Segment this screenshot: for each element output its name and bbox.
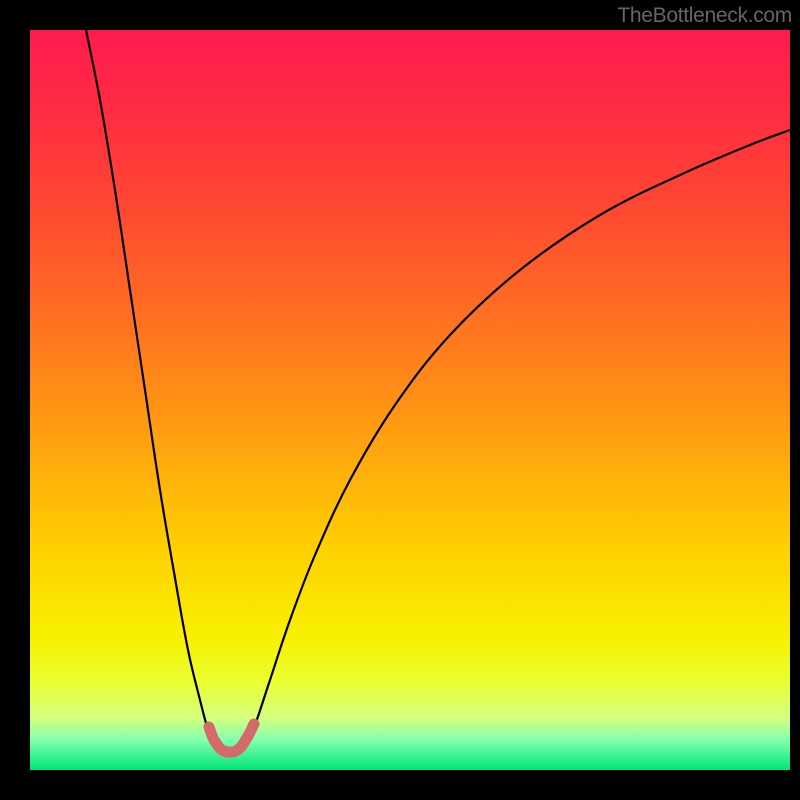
bottom-marker — [209, 724, 254, 752]
curve-overlay — [0, 0, 800, 800]
watermark-text: TheBottleneck.com — [617, 4, 792, 28]
curve-left-branch — [86, 30, 215, 748]
chart-container: TheBottleneck.com — [0, 0, 800, 800]
curve-right-branch — [245, 130, 790, 748]
